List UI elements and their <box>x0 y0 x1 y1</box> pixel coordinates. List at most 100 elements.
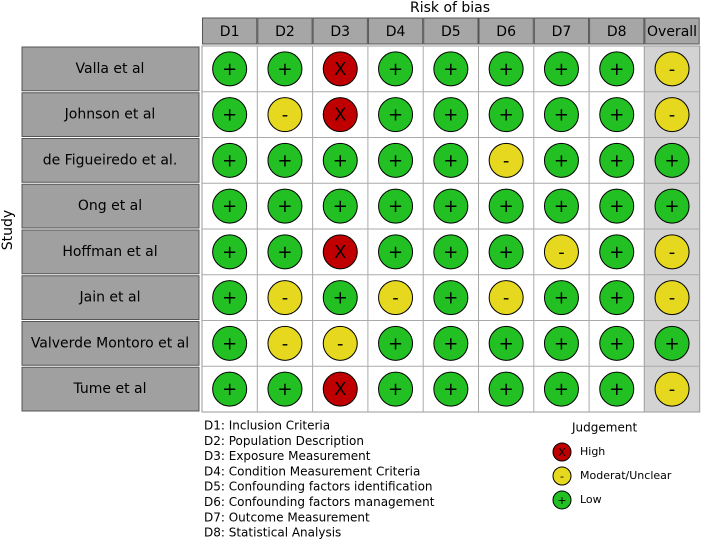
domain-definition: D5: Confounding factors identification <box>204 480 433 494</box>
domain-definition: D3: Exposure Measurement <box>204 449 371 463</box>
judgement-circle <box>433 188 469 224</box>
judgement-symbol: + <box>609 288 624 309</box>
legend-label: Low <box>580 493 602 506</box>
judgement-symbol: - <box>337 333 344 354</box>
study-name: Valla et al <box>76 61 145 77</box>
study-cell <box>21 138 200 183</box>
judgement-symbol: + <box>554 150 569 171</box>
judgement-circle <box>212 234 248 270</box>
judgement-symbol: - <box>669 242 676 263</box>
judgement-circle <box>599 280 635 316</box>
judgement-symbol: + <box>554 196 569 217</box>
judgement-symbol: + <box>388 379 403 400</box>
judgement-circle <box>267 142 303 178</box>
domain-header-cell <box>533 17 590 45</box>
study-cell <box>21 366 200 412</box>
judgement-circle <box>488 188 524 224</box>
judgement-circle <box>654 97 690 133</box>
judgement-symbol: + <box>499 242 514 263</box>
domain-header: D7 <box>552 24 572 40</box>
judgement-symbol: + <box>388 242 403 263</box>
judgement-circle <box>543 142 579 178</box>
domain-header: D5 <box>441 24 461 40</box>
judgement-circle <box>599 97 635 133</box>
judgement-symbol: + <box>665 150 680 171</box>
domain-header-cell <box>478 17 534 45</box>
judgement-circle <box>267 97 303 133</box>
judgement-circle <box>212 142 248 178</box>
judgement-symbol: - <box>669 288 676 309</box>
judgement-symbol: + <box>443 196 458 217</box>
judgement-symbol: + <box>665 196 680 217</box>
judgement-symbol: + <box>388 150 403 171</box>
study-name: Johnson et al <box>64 107 156 123</box>
judgement-symbol: - <box>669 379 676 400</box>
judgement-symbol: + <box>499 379 514 400</box>
judgement-circle <box>488 280 524 316</box>
judgement-circle <box>322 280 358 316</box>
judgement-symbol: + <box>499 333 514 354</box>
judgement-circle <box>212 51 248 87</box>
judgement-circle <box>378 188 414 224</box>
judgement-circle <box>433 325 469 361</box>
judgement-symbol: + <box>609 59 624 80</box>
judgement-symbol: - <box>503 288 510 309</box>
judgement-circle <box>322 51 358 87</box>
judgement-symbol: - <box>669 105 676 126</box>
judgement-circle <box>212 97 248 133</box>
domain-header-cell <box>423 17 479 45</box>
judgement-circle <box>543 234 579 270</box>
study-cell <box>21 229 200 275</box>
judgement-circle <box>599 325 635 361</box>
domain-header: D6 <box>496 24 516 40</box>
legend-label: Moderat/Unclear <box>580 469 672 482</box>
legend-circle <box>552 442 572 462</box>
judgement-circle <box>654 280 690 316</box>
judgement-circle <box>543 280 579 316</box>
domain-definition: D8: Statistical Analysis <box>204 526 341 540</box>
judgement-circle <box>654 371 690 407</box>
judgement-symbol: + <box>609 150 624 171</box>
judgement-symbol: - <box>669 59 676 80</box>
judgement-symbol: + <box>333 150 348 171</box>
judgement-circle <box>433 280 469 316</box>
judgement-circle <box>378 51 414 87</box>
judgement-symbol: - <box>558 242 565 263</box>
judgement-symbol: - <box>282 105 289 126</box>
study-cell <box>21 92 200 137</box>
judgement-symbol: X <box>334 242 346 263</box>
judgement-symbol: + <box>554 288 569 309</box>
judgement-symbol: + <box>333 288 348 309</box>
judgement-circle <box>267 325 303 361</box>
domain-header: D8 <box>607 24 627 40</box>
domain-header: D1 <box>220 24 240 40</box>
judgement-symbol: + <box>277 150 292 171</box>
judgement-symbol: + <box>277 379 292 400</box>
judgement-symbol: + <box>443 288 458 309</box>
title: Risk of bias <box>410 0 490 16</box>
judgement-symbol: + <box>443 333 458 354</box>
judgement-symbol: + <box>222 150 237 171</box>
judgement-symbol: + <box>609 379 624 400</box>
judgement-circle <box>599 51 635 87</box>
judgement-circle <box>654 142 690 178</box>
judgement-symbol: + <box>499 196 514 217</box>
judgement-circle <box>322 325 358 361</box>
judgement-circle <box>543 371 579 407</box>
judgement-symbol: + <box>443 150 458 171</box>
judgement-circle <box>378 234 414 270</box>
judgement-symbol: + <box>222 333 237 354</box>
judgement-circle <box>322 371 358 407</box>
legend-title: Judgement <box>571 421 637 435</box>
judgement-circle <box>378 97 414 133</box>
judgement-symbol: + <box>609 105 624 126</box>
judgement-circle <box>488 234 524 270</box>
study-name: Tume et al <box>72 381 146 397</box>
domain-header-cell <box>644 17 700 45</box>
legend-circle <box>552 466 572 486</box>
judgement-symbol: + <box>609 333 624 354</box>
judgement-symbol: - <box>282 288 289 309</box>
study-cell <box>21 46 200 92</box>
judgement-circle <box>543 97 579 133</box>
judgement-circle <box>433 51 469 87</box>
